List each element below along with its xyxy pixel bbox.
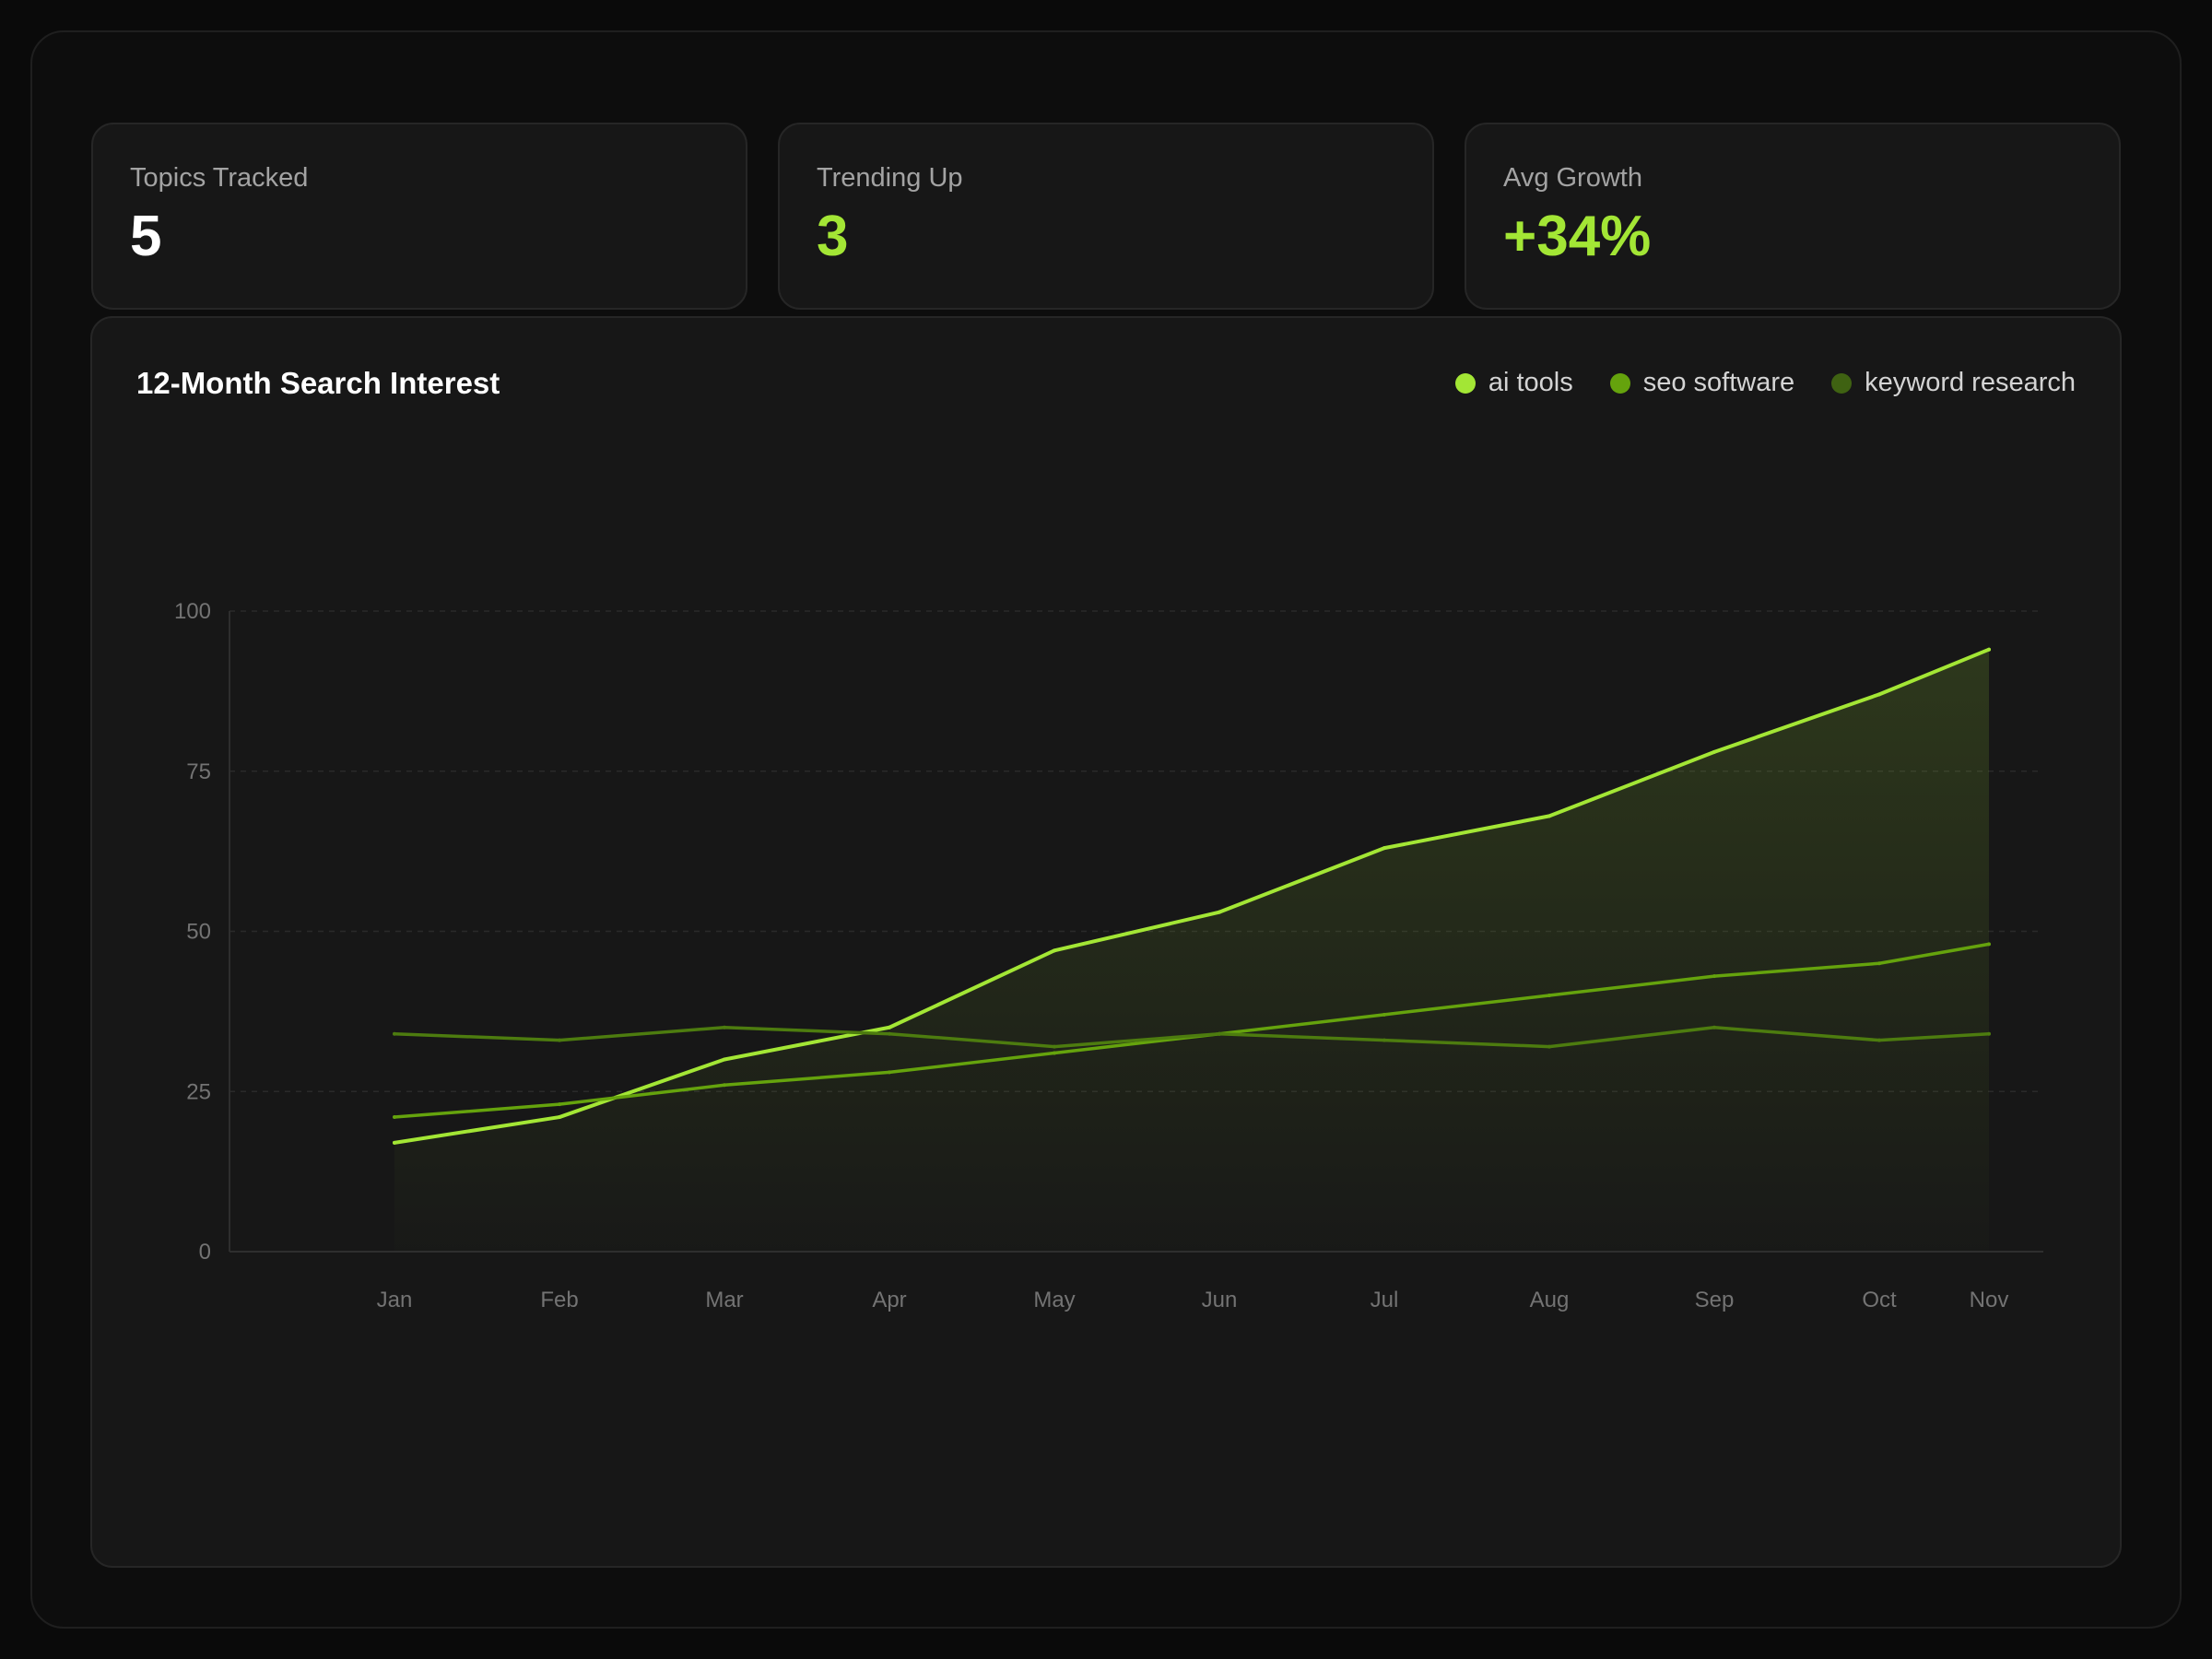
x-tick-label: May xyxy=(1033,1288,1075,1312)
x-tick-label: Oct xyxy=(1862,1288,1897,1312)
data-point xyxy=(1987,647,1991,652)
x-tick-label: Apr xyxy=(872,1288,906,1312)
legend-label: ai tools xyxy=(1488,368,1573,397)
data-point xyxy=(1053,1044,1056,1049)
y-tick-label: 100 xyxy=(174,599,211,624)
data-point xyxy=(1712,749,1716,754)
data-point xyxy=(1218,1031,1221,1036)
x-tick-label: Feb xyxy=(540,1288,578,1312)
data-point xyxy=(1987,1031,1991,1036)
legend-item-keyword-research[interactable]: keyword research xyxy=(1831,368,2076,398)
stat-value: +34% xyxy=(1503,205,1652,268)
stat-label: Topics Tracked xyxy=(130,163,309,193)
data-point xyxy=(1987,942,1991,947)
data-point xyxy=(558,1038,561,1042)
legend-label: keyword research xyxy=(1865,368,2076,397)
x-tick-label: Nov xyxy=(1970,1288,2009,1312)
y-tick-label: 50 xyxy=(186,920,211,945)
data-point xyxy=(1877,961,1881,966)
x-tick-label: Aug xyxy=(1530,1288,1570,1312)
line-chart: 0 25 50 75 100 Jan Feb Mar Apr May Jun Jul Aug Sep Oct… xyxy=(174,599,2043,1312)
data-point xyxy=(1547,1044,1551,1049)
data-point xyxy=(393,1115,396,1120)
legend-dot-icon xyxy=(1609,372,1630,394)
data-point xyxy=(1547,814,1551,818)
x-tick-label: Jul xyxy=(1371,1288,1399,1312)
y-tick-label: 0 xyxy=(199,1240,211,1265)
data-point xyxy=(1382,846,1386,851)
legend-dot-icon xyxy=(1454,372,1476,394)
data-point xyxy=(1053,948,1056,953)
data-point xyxy=(1053,1051,1056,1055)
stat-card-avg-growth: Avg Growth +34% xyxy=(1465,123,2121,310)
data-point xyxy=(723,1057,726,1062)
data-point xyxy=(558,1102,561,1107)
x-tick-label: Mar xyxy=(705,1288,743,1312)
data-point xyxy=(558,1115,561,1120)
legend-dot-icon xyxy=(1831,372,1853,394)
stat-card-topics-tracked: Topics Tracked 5 xyxy=(91,123,747,310)
data-point xyxy=(888,1025,891,1030)
y-tick-label: 75 xyxy=(186,759,211,784)
data-point xyxy=(393,1031,396,1036)
data-point xyxy=(393,1140,396,1145)
series-area-ai-tools xyxy=(394,649,1989,1252)
data-point xyxy=(888,1070,891,1075)
legend-label: seo software xyxy=(1642,368,1795,397)
x-tick-label: Jan xyxy=(377,1288,413,1312)
data-point xyxy=(1382,1038,1386,1042)
chart-title: 12-Month Search Interest xyxy=(136,366,500,400)
y-tick-label: 25 xyxy=(186,1079,211,1104)
data-point xyxy=(1712,1025,1716,1030)
legend-item-seo-software[interactable]: seo software xyxy=(1609,368,1795,398)
stat-card-trending-up: Trending Up 3 xyxy=(778,123,1434,310)
x-tick-label: Sep xyxy=(1695,1288,1735,1312)
data-point xyxy=(723,1025,726,1030)
data-point xyxy=(1382,1012,1386,1017)
data-point xyxy=(723,1083,726,1088)
data-point xyxy=(888,1031,891,1036)
chart-panel: 12-Month Search Interest ai tools seo so… xyxy=(90,316,2122,1568)
data-point xyxy=(1877,1038,1881,1042)
x-tick-label: Jun xyxy=(1202,1288,1238,1312)
data-point xyxy=(1877,692,1881,697)
data-point xyxy=(1712,974,1716,979)
stat-label: Avg Growth xyxy=(1503,163,1642,193)
legend-item-ai-tools[interactable]: ai tools xyxy=(1454,368,1573,398)
stat-value: 5 xyxy=(130,205,162,268)
stat-value: 3 xyxy=(817,205,849,268)
data-point xyxy=(1547,994,1551,997)
data-point xyxy=(1218,910,1221,914)
chart-legend: ai tools seo software keyword research xyxy=(1454,368,2076,398)
stat-label: Trending Up xyxy=(817,163,963,193)
